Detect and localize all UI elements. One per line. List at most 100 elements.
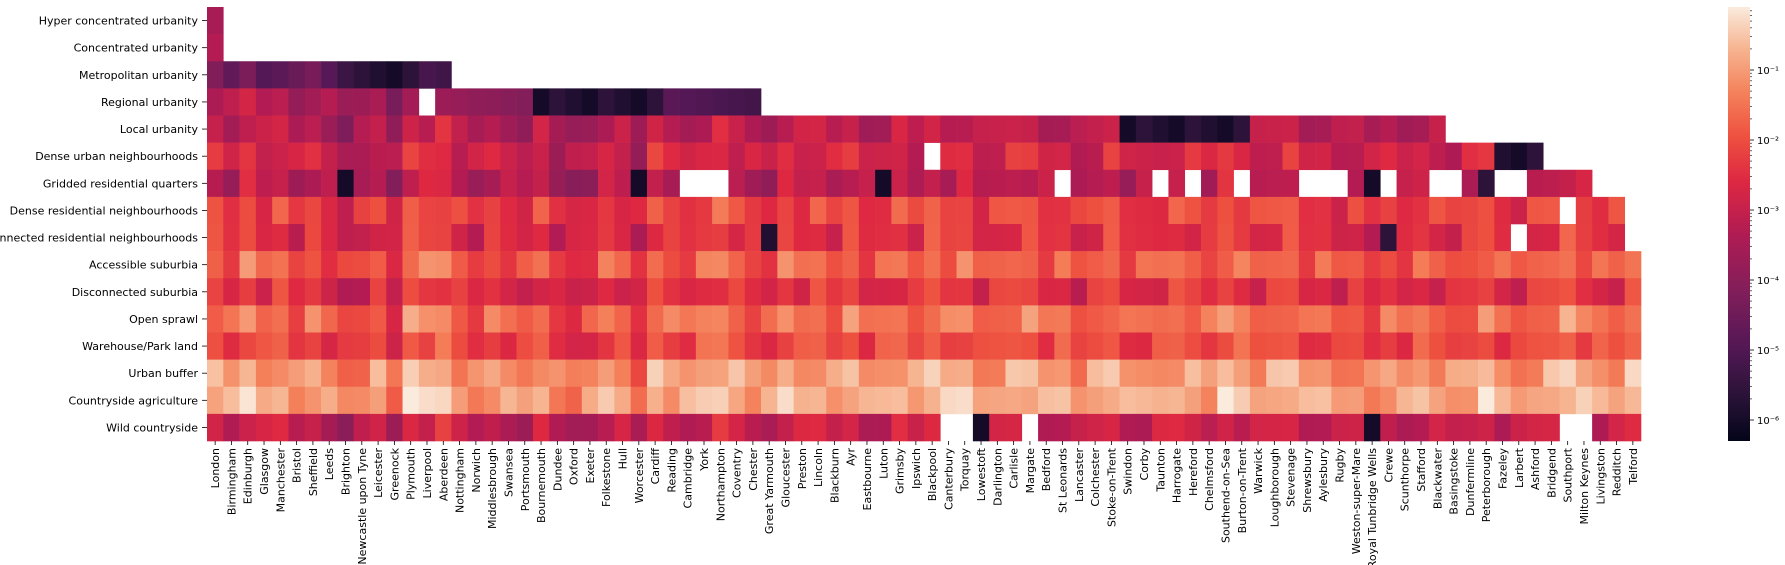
column-label: Lowestoft	[975, 447, 988, 501]
heatmap-cell	[435, 359, 452, 388]
column-label: Swansea	[502, 448, 515, 497]
heatmap-cell	[272, 224, 289, 252]
column-label: Norwich	[470, 448, 483, 493]
heatmap-cell	[956, 332, 974, 360]
heatmap-cell	[1575, 386, 1593, 415]
heatmap-cell	[565, 359, 583, 388]
heatmap-cell	[1038, 305, 1055, 333]
heatmap-cell	[598, 169, 615, 198]
heatmap-cell	[1478, 359, 1495, 388]
column-label: Lincoln	[812, 448, 825, 487]
heatmap-cell	[858, 359, 876, 388]
heatmap-cell	[207, 34, 224, 62]
heatmap-cell	[1445, 386, 1463, 415]
heatmap-cell	[1005, 278, 1023, 306]
heatmap-cell	[1478, 142, 1495, 171]
heatmap-cell	[255, 142, 273, 171]
heatmap-cell	[1429, 142, 1446, 171]
heatmap-cell	[1168, 359, 1186, 388]
heatmap-cell	[386, 359, 403, 388]
heatmap-cell	[1396, 115, 1414, 143]
heatmap-cell	[1070, 169, 1088, 198]
heatmap-cell	[826, 305, 843, 333]
heatmap-cell	[1592, 305, 1609, 333]
heatmap-cell	[402, 115, 420, 143]
heatmap-cell	[891, 196, 909, 225]
heatmap-cell	[532, 196, 550, 225]
heatmap-cell	[304, 115, 322, 143]
heatmap-cell	[663, 251, 680, 279]
heatmap-cell	[907, 142, 925, 171]
heatmap-cell	[239, 251, 257, 279]
heatmap-cell	[809, 332, 827, 360]
heatmap-cell	[1005, 305, 1023, 333]
heatmap-cell	[1119, 413, 1137, 442]
heatmap-cell	[500, 169, 517, 198]
heatmap-cell	[826, 196, 843, 225]
heatmap-cell	[1298, 386, 1316, 415]
heatmap-cell	[761, 305, 778, 333]
heatmap-cell	[1396, 413, 1414, 442]
heatmap-cell	[1363, 142, 1381, 171]
heatmap-cell	[924, 224, 941, 252]
column-label: Luton	[877, 448, 890, 479]
colorbar-tick-label: 10⁻⁶	[1757, 416, 1779, 427]
heatmap-cell	[1510, 251, 1528, 279]
heatmap-cell	[744, 359, 762, 388]
heatmap-cell	[386, 305, 403, 333]
heatmap-cell	[516, 332, 534, 360]
heatmap-cell	[1005, 115, 1023, 143]
heatmap-cell	[1168, 278, 1186, 306]
heatmap-cell	[793, 196, 811, 225]
heatmap-cell	[516, 386, 534, 415]
heatmap-cell	[1380, 142, 1397, 171]
heatmap-cell	[826, 115, 843, 143]
column-label: Blackwater	[1431, 448, 1444, 510]
heatmap-cell	[1054, 413, 1071, 442]
heatmap-cell	[565, 142, 583, 171]
heatmap-cell	[1249, 332, 1267, 360]
heatmap-cell	[435, 278, 452, 306]
heatmap-cell	[989, 251, 1006, 279]
heatmap-cell	[793, 332, 811, 360]
heatmap-cell	[386, 224, 403, 252]
column-label: Livingston	[1594, 448, 1607, 504]
heatmap-cell	[972, 413, 990, 442]
heatmap-cell	[875, 169, 892, 198]
heatmap-cell	[663, 224, 680, 252]
heatmap-cell	[761, 332, 778, 360]
heatmap-cell	[1363, 169, 1381, 198]
row-label: Warehouse/Park land	[82, 340, 198, 353]
heatmap-cell	[679, 115, 697, 143]
heatmap-cell	[663, 413, 680, 442]
column-label: Peterborough	[1480, 448, 1493, 522]
heatmap-cell	[288, 386, 306, 415]
heatmap-cell	[353, 88, 371, 116]
heatmap-cell	[1135, 115, 1153, 143]
heatmap-cell	[1005, 413, 1023, 442]
heatmap-cell	[1135, 332, 1153, 360]
heatmap-cell	[793, 169, 811, 198]
heatmap-cell	[842, 413, 860, 442]
heatmap-cell	[321, 332, 338, 360]
heatmap-cell	[777, 278, 794, 306]
heatmap-cell	[614, 278, 631, 306]
column-label: Lancaster	[1073, 448, 1086, 502]
column-label: Bournemouth	[535, 448, 548, 523]
heatmap-cell	[630, 115, 648, 143]
heatmap-cell	[418, 224, 436, 252]
heatmap-cell	[907, 386, 925, 415]
heatmap-cell	[630, 359, 648, 388]
heatmap-cell	[386, 332, 403, 360]
heatmap-cell	[1217, 224, 1234, 252]
heatmap-cell	[695, 142, 713, 171]
heatmap-cell	[467, 169, 485, 198]
heatmap-cell	[1608, 196, 1626, 225]
heatmap-cell	[1380, 332, 1397, 360]
heatmap-cell	[646, 196, 664, 225]
column-label: Warwick	[1252, 447, 1265, 494]
heatmap-cell	[1315, 142, 1332, 171]
heatmap-cell	[484, 305, 501, 333]
heatmap-cell	[1201, 413, 1218, 442]
heatmap-cell	[532, 115, 550, 143]
